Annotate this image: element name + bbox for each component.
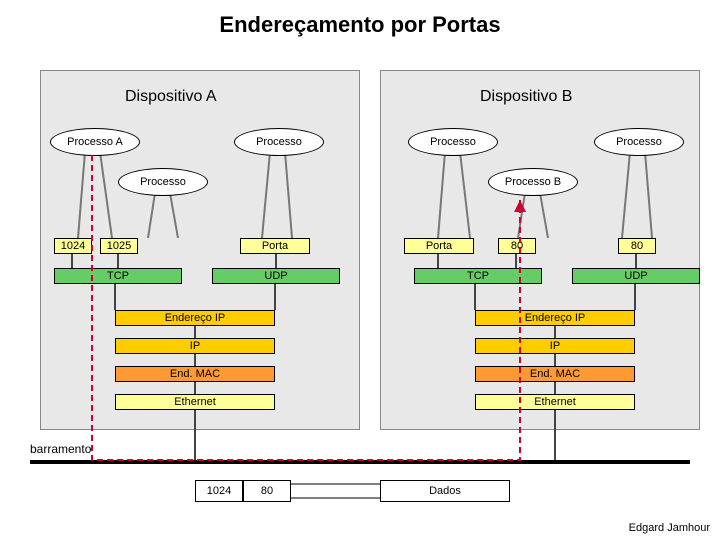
- eth-a: Ethernet: [115, 394, 275, 410]
- process-b-2: Processo B: [488, 168, 578, 196]
- packet-data: Dados: [380, 480, 510, 502]
- bus-label: barramento: [30, 442, 91, 456]
- port-b-3: 80: [618, 238, 656, 254]
- device-b-title: Dispositivo B: [480, 88, 572, 106]
- port-a-1: 1024: [54, 238, 92, 254]
- tcp-a: TCP: [54, 268, 182, 284]
- udp-a: UDP: [212, 268, 340, 284]
- port-a-2: 1025: [100, 238, 138, 254]
- author-label: Edgard Jamhour: [629, 522, 710, 534]
- mac-a: End. MAC: [115, 366, 275, 382]
- device-a-title: Dispositivo A: [125, 88, 217, 106]
- packet-src-port: 1024: [195, 480, 243, 502]
- ip-a: IP: [115, 338, 275, 354]
- mac-b: End. MAC: [475, 366, 635, 382]
- process-a-2: Processo: [234, 128, 324, 156]
- process-a-1: Processo A: [50, 128, 140, 156]
- diagram-canvas: Dispositivo A Dispositivo B: [0, 0, 720, 540]
- packet-dst-port: 80: [243, 480, 291, 502]
- process-b-3: Processo: [594, 128, 684, 156]
- eth-b: Ethernet: [475, 394, 635, 410]
- process-a-3: Processo: [118, 168, 208, 196]
- ip-addr-a: Endereço IP: [115, 310, 275, 326]
- port-b-2: 80: [498, 238, 536, 254]
- port-a-3: Porta: [240, 238, 310, 254]
- udp-b: UDP: [572, 268, 700, 284]
- ip-b: IP: [475, 338, 635, 354]
- process-b-1: Processo: [408, 128, 498, 156]
- port-b-1: Porta: [404, 238, 474, 254]
- ip-addr-b: Endereço IP: [475, 310, 635, 326]
- tcp-b: TCP: [414, 268, 542, 284]
